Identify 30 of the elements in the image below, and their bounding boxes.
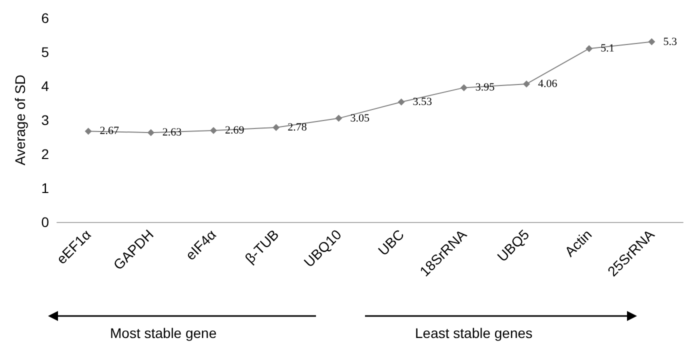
data-label: 2.69 xyxy=(225,124,245,137)
point xyxy=(147,129,154,136)
data-label: 3.05 xyxy=(350,112,370,124)
y-tick-label: 1 xyxy=(41,180,50,196)
y-tick-label: 3 xyxy=(41,112,50,128)
point xyxy=(210,127,217,134)
point xyxy=(272,124,280,131)
data-label: 5.1 xyxy=(600,42,614,55)
y-tick-label: 4 xyxy=(41,78,50,94)
y-axis-title: Average of SD xyxy=(12,74,28,166)
data-label: 2.67 xyxy=(100,125,120,138)
point xyxy=(460,84,468,92)
text: Most stable gene xyxy=(110,325,217,341)
point xyxy=(586,45,593,52)
point xyxy=(84,128,92,135)
y-tick-label: 6 xyxy=(41,10,50,26)
point xyxy=(523,80,530,88)
point xyxy=(335,114,342,122)
data-label: 5.3 xyxy=(663,36,678,48)
data-label: 2.78 xyxy=(288,121,308,134)
y-tick-label: 5 xyxy=(41,44,50,60)
data-label: 4.06 xyxy=(538,78,558,90)
point xyxy=(398,98,405,106)
data-label: 3.53 xyxy=(412,96,433,108)
text: Least stable genes xyxy=(415,325,533,341)
data-label: 3.95 xyxy=(475,82,496,94)
point xyxy=(648,38,656,46)
y-tick-label: 2 xyxy=(41,146,50,162)
data-label: 2.63 xyxy=(162,126,182,139)
y-tick-label: 0 xyxy=(41,214,50,230)
